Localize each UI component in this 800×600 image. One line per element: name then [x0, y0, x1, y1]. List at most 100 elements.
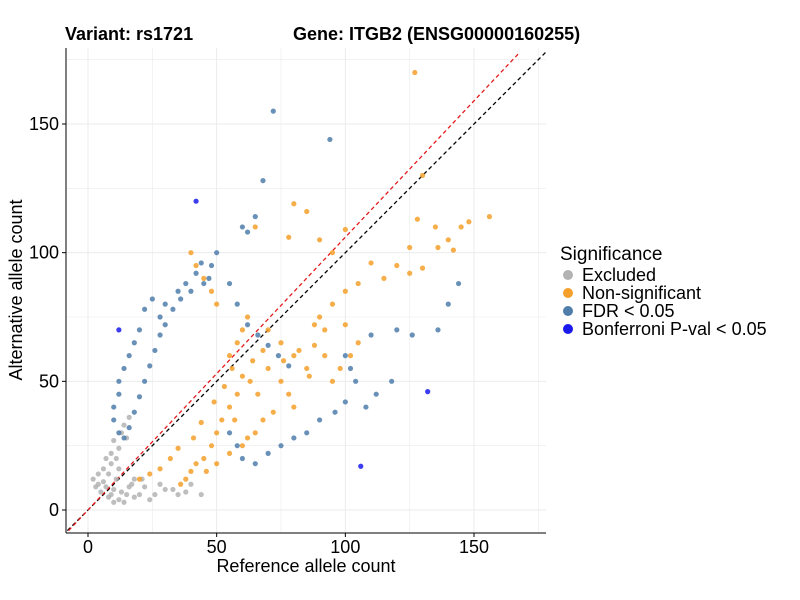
data-point-bonferroni-p-val-0-05 — [358, 463, 364, 469]
data-point-fdr-0-05 — [116, 391, 122, 397]
data-point-bonferroni-p-val-0-05 — [116, 327, 122, 333]
legend: Significance Excluded Non-significant FD… — [560, 244, 767, 338]
data-point-fdr-0-05 — [188, 288, 194, 294]
data-point-excluded — [142, 484, 148, 490]
data-point-non-significant — [201, 275, 207, 281]
data-point-fdr-0-05 — [116, 430, 122, 436]
data-point-fdr-0-05 — [206, 275, 212, 281]
data-point-fdr-0-05 — [126, 353, 132, 359]
data-point-fdr-0-05 — [234, 301, 240, 307]
data-point-non-significant — [435, 244, 441, 251]
data-point-excluded — [116, 497, 122, 503]
data-point-non-significant — [239, 373, 245, 379]
data-point-non-significant — [368, 260, 374, 266]
data-point-fdr-0-05 — [157, 314, 163, 320]
data-point-fdr-0-05 — [201, 280, 207, 287]
data-point-non-significant — [355, 340, 361, 346]
data-point-excluded — [105, 471, 112, 477]
data-point-non-significant — [286, 234, 292, 240]
data-point-fdr-0-05 — [226, 280, 233, 287]
data-point-non-significant — [445, 237, 451, 243]
data-point-fdr-0-05 — [435, 327, 441, 333]
legend-item-bonferroni: Bonferroni P-val < 0.05 — [560, 320, 767, 338]
data-point-excluded — [116, 445, 122, 451]
data-point-non-significant — [278, 340, 284, 346]
data-point-non-significant — [175, 445, 181, 451]
legend-label-bonferroni: Bonferroni P-val < 0.05 — [582, 319, 767, 339]
data-point-excluded — [100, 479, 107, 485]
data-point-fdr-0-05 — [142, 378, 148, 384]
data-point-non-significant — [486, 214, 493, 220]
data-point-excluded — [124, 491, 130, 498]
data-point-fdr-0-05 — [317, 417, 323, 423]
data-point-bonferroni-p-val-0-05 — [425, 389, 431, 395]
data-point-excluded — [118, 489, 125, 495]
data-point-excluded — [152, 491, 158, 498]
legend-label-fdr: FDR < 0.05 — [582, 301, 675, 321]
data-point-fdr-0-05 — [244, 322, 251, 328]
data-point-non-significant — [147, 471, 153, 477]
data-point-non-significant — [466, 219, 472, 225]
data-point-excluded — [183, 489, 189, 495]
data-point-fdr-0-05 — [389, 378, 395, 384]
x-tick-label: 150 — [459, 537, 489, 557]
data-points — [90, 69, 493, 505]
y-tick-label: 100 — [29, 243, 59, 263]
data-point-non-significant — [221, 383, 227, 390]
legend-key-excluded — [563, 270, 573, 280]
legend-label-non-significant: Non-significant — [582, 283, 702, 303]
data-point-excluded — [95, 481, 101, 487]
data-point-fdr-0-05 — [252, 214, 258, 220]
data-point-non-significant — [229, 365, 235, 372]
legend-item-fdr: FDR < 0.05 — [560, 302, 767, 320]
data-point-fdr-0-05 — [304, 430, 310, 436]
data-point-non-significant — [270, 409, 276, 415]
data-point-non-significant — [342, 322, 348, 328]
data-point-non-significant — [260, 347, 266, 354]
data-point-non-significant — [188, 468, 194, 474]
data-point-non-significant — [214, 461, 220, 467]
data-point-fdr-0-05 — [193, 270, 199, 276]
data-point-non-significant — [198, 419, 204, 426]
x-tick-label: 100 — [330, 537, 360, 557]
data-point-non-significant — [342, 288, 348, 294]
ticks: 0 50 100 150 0 50 100 150 — [29, 114, 489, 557]
data-point-fdr-0-05 — [116, 378, 122, 384]
data-point-fdr-0-05 — [252, 461, 258, 467]
data-point-fdr-0-05 — [342, 353, 348, 359]
data-point-excluded — [116, 466, 122, 472]
gene-title: Gene: ITGB2 (ENSG00000160255) — [293, 24, 581, 44]
data-point-excluded — [175, 491, 181, 498]
data-point-non-significant — [136, 476, 143, 482]
legend-item-non-significant: Non-significant — [560, 284, 767, 302]
legend-label-excluded: Excluded — [582, 265, 657, 285]
data-point-fdr-0-05 — [373, 391, 379, 397]
data-point-excluded — [136, 491, 143, 498]
data-point-non-significant — [157, 466, 163, 472]
data-point-non-significant — [296, 347, 302, 354]
data-point-non-significant — [265, 365, 271, 372]
grid — [66, 48, 546, 533]
data-point-fdr-0-05 — [255, 332, 261, 338]
data-point-fdr-0-05 — [183, 280, 189, 287]
data-point-fdr-0-05 — [363, 404, 369, 410]
data-point-fdr-0-05 — [347, 365, 354, 372]
data-point-fdr-0-05 — [239, 455, 245, 462]
data-point-excluded — [113, 455, 119, 462]
data-point-non-significant — [322, 327, 328, 333]
data-point-non-significant — [412, 69, 418, 76]
data-point-fdr-0-05 — [157, 332, 163, 338]
y-tick-label: 50 — [39, 371, 59, 391]
data-point-excluded — [103, 455, 109, 462]
data-point-fdr-0-05 — [121, 435, 127, 441]
data-point-excluded — [103, 484, 109, 490]
data-point-fdr-0-05 — [121, 365, 127, 372]
data-point-fdr-0-05 — [455, 280, 462, 287]
data-point-fdr-0-05 — [332, 409, 338, 415]
data-point-fdr-0-05 — [275, 353, 282, 359]
data-point-non-significant — [286, 391, 292, 397]
data-point-excluded — [95, 471, 101, 477]
data-point-excluded — [108, 450, 114, 456]
data-point-non-significant — [291, 404, 297, 410]
